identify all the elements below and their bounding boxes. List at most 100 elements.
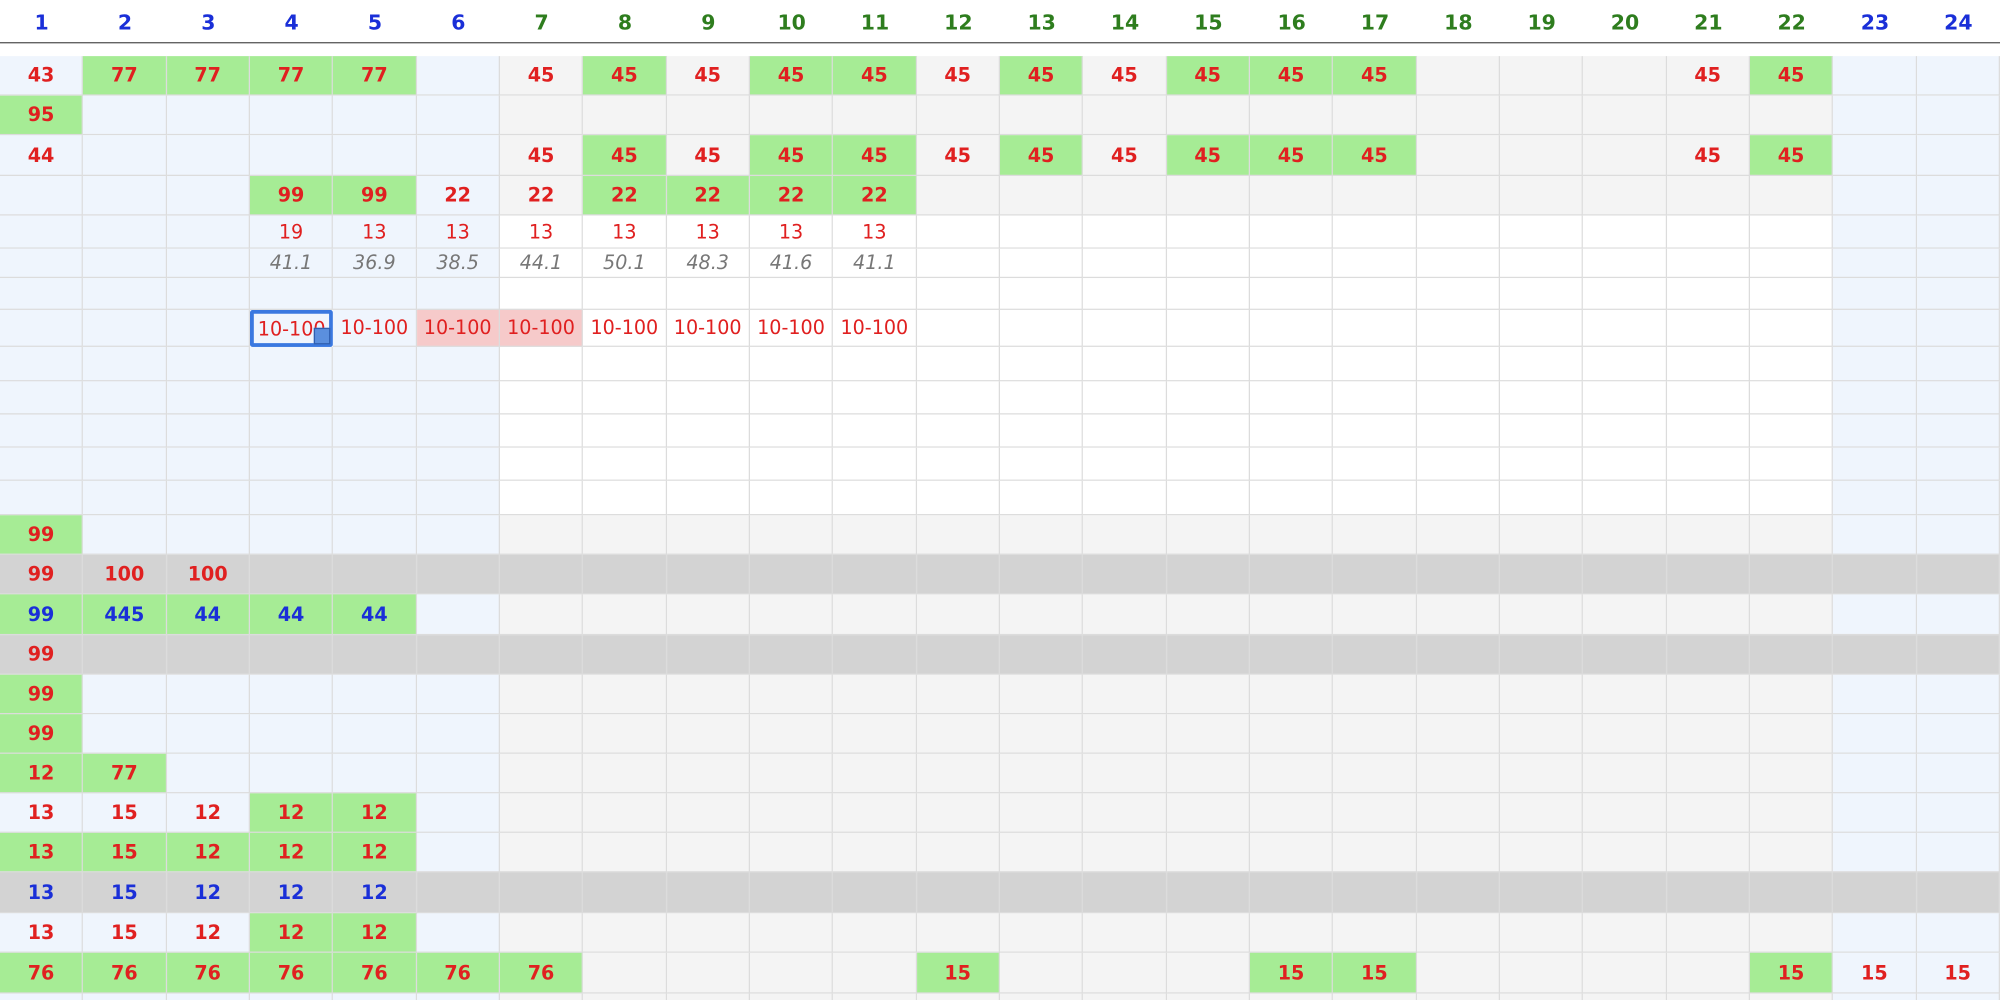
- cell[interactable]: 22: [416, 176, 500, 216]
- empty-cell[interactable]: [999, 480, 1084, 516]
- cell[interactable]: 44.1: [499, 248, 584, 279]
- cell[interactable]: 45: [499, 56, 584, 96]
- empty-cell[interactable]: [1333, 793, 1417, 833]
- empty-cell[interactable]: [1666, 176, 1750, 216]
- cell[interactable]: 12: [333, 793, 417, 833]
- empty-cell[interactable]: [333, 714, 417, 754]
- empty-cell[interactable]: [499, 447, 584, 481]
- empty-cell[interactable]: [666, 278, 750, 310]
- empty-cell[interactable]: [1166, 381, 1250, 415]
- cell[interactable]: 48.3: [666, 248, 750, 279]
- empty-cell[interactable]: [1249, 594, 1334, 636]
- empty-cell[interactable]: [1083, 248, 1167, 279]
- empty-cell[interactable]: [1833, 793, 1917, 833]
- empty-cell[interactable]: [1083, 793, 1167, 833]
- cell[interactable]: 50.1: [583, 248, 667, 279]
- empty-cell[interactable]: [1249, 714, 1334, 754]
- empty-cell[interactable]: [1249, 635, 1334, 675]
- empty-cell[interactable]: [1166, 95, 1250, 136]
- empty-cell[interactable]: [999, 215, 1084, 249]
- empty-cell[interactable]: [1833, 515, 1917, 555]
- cell[interactable]: 100: [166, 554, 250, 595]
- empty-cell[interactable]: [333, 447, 417, 481]
- cell[interactable]: 45: [749, 135, 834, 177]
- empty-cell[interactable]: [1583, 793, 1667, 833]
- empty-cell[interactable]: [916, 278, 1000, 310]
- empty-cell[interactable]: [1666, 714, 1750, 754]
- empty-cell[interactable]: [666, 95, 750, 136]
- empty-cell[interactable]: [1416, 952, 1500, 994]
- empty-cell[interactable]: [1083, 753, 1167, 794]
- empty-cell[interactable]: [249, 674, 334, 715]
- empty-cell[interactable]: [1916, 414, 2000, 448]
- empty-cell[interactable]: [1083, 674, 1167, 715]
- empty-cell[interactable]: [1916, 480, 2000, 516]
- empty-cell[interactable]: [999, 414, 1084, 448]
- empty-cell[interactable]: [166, 381, 250, 415]
- empty-cell[interactable]: [1416, 447, 1500, 481]
- empty-cell[interactable]: [833, 346, 917, 382]
- column-header[interactable]: 8: [617, 9, 633, 34]
- empty-cell[interactable]: [1583, 635, 1667, 675]
- empty-cell[interactable]: [1833, 215, 1917, 249]
- cell[interactable]: 13: [749, 215, 834, 249]
- empty-cell[interactable]: [166, 480, 250, 516]
- empty-cell[interactable]: [1416, 674, 1500, 715]
- empty-cell[interactable]: [333, 993, 417, 1000]
- empty-cell[interactable]: [1749, 832, 1834, 873]
- cell[interactable]: 41.6: [749, 248, 834, 279]
- empty-cell[interactable]: [1749, 248, 1834, 279]
- empty-cell[interactable]: [916, 381, 1000, 415]
- empty-cell[interactable]: [833, 414, 917, 448]
- empty-cell[interactable]: [916, 753, 1000, 794]
- cell[interactable]: 15: [1749, 952, 1834, 994]
- empty-cell[interactable]: [1666, 832, 1750, 873]
- empty-cell[interactable]: [249, 480, 334, 516]
- cell[interactable]: 12: [249, 832, 334, 873]
- cell[interactable]: 45: [1083, 56, 1167, 96]
- empty-cell[interactable]: [166, 515, 250, 555]
- empty-cell[interactable]: [83, 635, 167, 675]
- empty-cell[interactable]: [1666, 480, 1750, 516]
- empty-cell[interactable]: [916, 594, 1000, 636]
- empty-cell[interactable]: [1916, 993, 2000, 1000]
- empty-cell[interactable]: [583, 594, 667, 636]
- cell[interactable]: 10-100: [499, 309, 584, 347]
- empty-cell[interactable]: [833, 952, 917, 994]
- empty-cell[interactable]: [999, 278, 1084, 310]
- empty-cell[interactable]: [1416, 554, 1500, 595]
- empty-cell[interactable]: [1749, 554, 1834, 595]
- empty-cell[interactable]: [916, 248, 1000, 279]
- empty-cell[interactable]: [1749, 515, 1834, 555]
- empty-cell[interactable]: [1583, 381, 1667, 415]
- column-header[interactable]: 3: [201, 9, 216, 34]
- empty-cell[interactable]: [749, 515, 834, 555]
- column-header[interactable]: 17: [1360, 9, 1390, 34]
- empty-cell[interactable]: [1416, 248, 1500, 279]
- empty-cell[interactable]: [416, 832, 500, 873]
- empty-cell[interactable]: [1583, 753, 1667, 794]
- empty-cell[interactable]: [1499, 554, 1584, 595]
- empty-cell[interactable]: [499, 832, 584, 873]
- empty-cell[interactable]: [1833, 993, 1917, 1000]
- cell[interactable]: 45: [1749, 56, 1834, 96]
- cell[interactable]: 13: [583, 215, 667, 249]
- empty-cell[interactable]: [999, 346, 1084, 382]
- empty-cell[interactable]: [1499, 913, 1584, 953]
- column-header[interactable]: 12: [944, 9, 973, 34]
- cell[interactable]: 45: [1083, 135, 1167, 177]
- empty-cell[interactable]: [1416, 414, 1500, 448]
- empty-cell[interactable]: [1583, 414, 1667, 448]
- cell[interactable]: 13: [0, 872, 84, 914]
- empty-cell[interactable]: [999, 95, 1084, 136]
- empty-cell[interactable]: [1249, 832, 1334, 873]
- empty-cell[interactable]: [999, 913, 1084, 953]
- empty-cell[interactable]: [916, 993, 1000, 1000]
- empty-cell[interactable]: [1499, 753, 1584, 794]
- empty-cell[interactable]: [1749, 674, 1834, 715]
- empty-cell[interactable]: [1666, 952, 1750, 994]
- empty-cell[interactable]: [666, 346, 750, 382]
- empty-cell[interactable]: [499, 753, 584, 794]
- empty-cell[interactable]: [416, 381, 500, 415]
- cell[interactable]: 45: [1166, 56, 1250, 96]
